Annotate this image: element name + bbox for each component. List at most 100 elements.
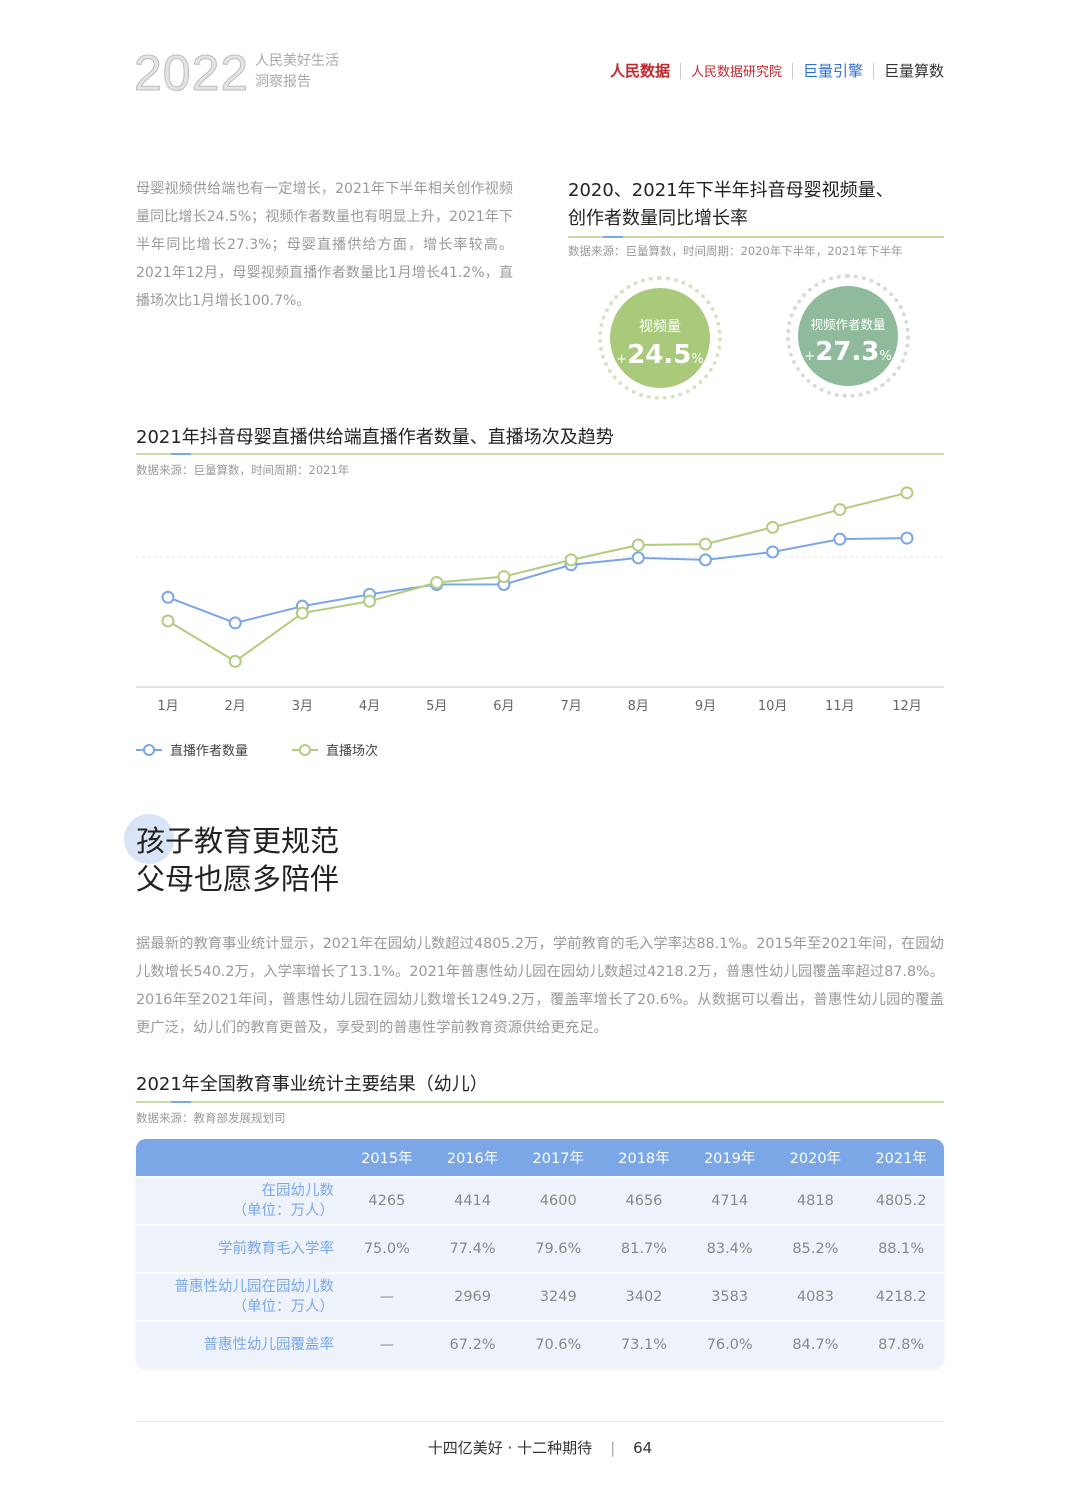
table-cell: 4805.2: [858, 1176, 944, 1224]
logo-people-data-institute: 人民数据研究院: [690, 65, 782, 80]
column-header: 2021年: [858, 1139, 944, 1176]
data-point: [766, 545, 780, 559]
table-cell: 4218.2: [858, 1272, 944, 1320]
chart-title: 2021年抖音母婴直播供给端直播作者数量、直播场次及趋势: [136, 427, 614, 448]
creator-count-sign: +: [804, 349, 816, 364]
x-tick-label: 11月: [825, 699, 855, 714]
table-cell: 4656: [601, 1176, 687, 1224]
table-cell: 4600: [515, 1176, 602, 1224]
table-cell: 3249: [515, 1272, 602, 1320]
growth-source: 数据来源：巨量算数，时间周期：2020年下半年，2021年下半年: [568, 244, 903, 258]
data-point: [698, 537, 712, 551]
report-year: 2022: [133, 45, 250, 102]
x-tick-label: 12月: [892, 699, 922, 714]
x-tick-label: 4月: [359, 699, 380, 714]
row-header: 在园幼儿数 （单位：万人）: [136, 1176, 344, 1224]
table-cell: 76.0%: [686, 1320, 773, 1368]
video-volume-value: 24.5: [627, 340, 692, 370]
column-header: 2017年: [515, 1139, 602, 1176]
data-point: [564, 553, 578, 567]
data-point: [631, 551, 645, 565]
column-header: 2019年: [686, 1139, 773, 1176]
creator-count-unit: %: [879, 349, 892, 364]
table-cell: 84.7%: [772, 1320, 859, 1368]
table-source: 数据来源：教育部发展规划司: [136, 1111, 286, 1125]
video-volume-unit: %: [691, 352, 704, 367]
growth-title-rule: [568, 236, 944, 238]
table-cell: 4714: [686, 1176, 773, 1224]
row-header: 普惠性幼儿园覆盖率: [136, 1320, 344, 1368]
data-point: [900, 486, 914, 500]
partner-logos: 人民数据 人民数据研究院 巨量引擎 巨量算数: [610, 60, 944, 81]
data-point: [833, 503, 847, 517]
table-cell: 87.8%: [858, 1320, 944, 1368]
table-cell: 85.2%: [772, 1224, 859, 1272]
footer-text: 十四亿美好 · 十二种期待: [427, 1439, 593, 1457]
data-point: [161, 614, 175, 628]
page-footer: 十四亿美好 · 十二种期待 | 64: [427, 1439, 653, 1457]
column-header: 2020年: [772, 1139, 859, 1176]
table-row: 普惠性幼儿园覆盖率 —67.2% 70.6% 73.1% 76.0% 84.7% 87.8%: [136, 1320, 944, 1368]
education-stats-table: 2015年 2016年 2017年 2018年 2019年 2020年 2021年 在园幼儿数…: [136, 1139, 944, 1368]
x-tick-label: 7月: [560, 699, 581, 714]
x-tick-label: 10月: [758, 699, 788, 714]
data-point: [900, 531, 914, 545]
table-cell: —: [344, 1272, 430, 1320]
data-point: [228, 616, 242, 630]
table-cell: 3402: [601, 1272, 687, 1320]
table-cell: 83.4%: [686, 1224, 773, 1272]
logo-people-data: 人民数据: [609, 62, 670, 80]
page-number: 64: [633, 1439, 653, 1457]
table-cell: 4414: [429, 1176, 516, 1224]
row-header: 学前教育毛入学率: [136, 1224, 344, 1272]
data-point: [161, 590, 175, 604]
logo-ocean-engine: 巨量引擎: [802, 62, 863, 80]
line-chart: 1月 2月 3月 4月 5月 6月 7月 8月 9月 10月 11月 12月: [136, 486, 944, 714]
data-point: [766, 520, 780, 534]
data-point: [363, 594, 377, 608]
table-cell: —: [344, 1320, 430, 1368]
heading-bubble-decoration: [124, 814, 174, 864]
legend-label: 直播作者数量: [170, 744, 249, 759]
video-volume-badge: 视频量 +24.5%: [610, 288, 710, 388]
table-cell: 67.2%: [429, 1320, 516, 1368]
x-tick-label: 8月: [628, 699, 649, 714]
table-cell: 4818: [772, 1176, 859, 1224]
logo-ocean-arithmetic: 巨量算数: [883, 62, 944, 80]
chart-legend: 直播作者数量 直播场次: [136, 740, 378, 760]
legend-item-sessions: 直播场次: [292, 740, 378, 760]
table-cell: 73.1%: [601, 1320, 687, 1368]
table-cell: 3583: [686, 1272, 773, 1320]
data-point: [228, 654, 242, 668]
video-volume-sign: +: [616, 352, 628, 367]
creator-count-label: 视频作者数量: [810, 317, 886, 332]
table-row: 学前教育毛入学率 75.0% 77.4% 79.6% 81.7% 83.4% 85.2% 88…: [136, 1224, 944, 1272]
table-cell: 70.6%: [515, 1320, 602, 1368]
table-cell: 2969: [429, 1272, 516, 1320]
growth-title-1: 2020、2021年下半年抖音母婴视频量、: [568, 180, 894, 201]
data-point: [430, 576, 444, 590]
section-heading: 孩子教育更规范 父母也愿多陪伴: [136, 824, 340, 896]
legend-label: 直播场次: [326, 744, 379, 759]
column-header: 2018年: [601, 1139, 687, 1176]
x-tick-label: 3月: [292, 699, 313, 714]
creator-count-value: 27.3: [815, 337, 880, 367]
report-subtitle-2: 洞察报告: [255, 74, 311, 90]
table-cell: 77.4%: [429, 1224, 516, 1272]
report-subtitle-1: 人民美好生活: [255, 53, 339, 69]
series-line-0: [167, 537, 908, 624]
data-point: [295, 606, 309, 620]
x-tick-label: 5月: [426, 699, 447, 714]
table-cell: 88.1%: [858, 1224, 944, 1272]
table-cell: 79.6%: [515, 1224, 602, 1272]
table-row: 在园幼儿数 （单位：万人） 4265 4414 4600 4656 4714 4818 4805…: [136, 1176, 944, 1224]
data-point: [833, 532, 847, 546]
row-header: 普惠性幼儿园在园幼儿数 （单位：万人）: [136, 1272, 344, 1320]
column-header: 2016年: [429, 1139, 516, 1176]
growth-title-2: 创作者数量同比增长率: [568, 208, 748, 229]
chart-source: 数据来源：巨量算数，时间周期：2021年: [136, 463, 350, 477]
intro-paragraph: 母婴视频供给端也有一定增长，2021年下半年相关创作视频量同比增长24.5%；视…: [136, 181, 513, 309]
video-volume-label: 视频量: [639, 319, 681, 335]
series-line-1: [167, 491, 908, 663]
table-cell: 4265: [344, 1176, 430, 1224]
